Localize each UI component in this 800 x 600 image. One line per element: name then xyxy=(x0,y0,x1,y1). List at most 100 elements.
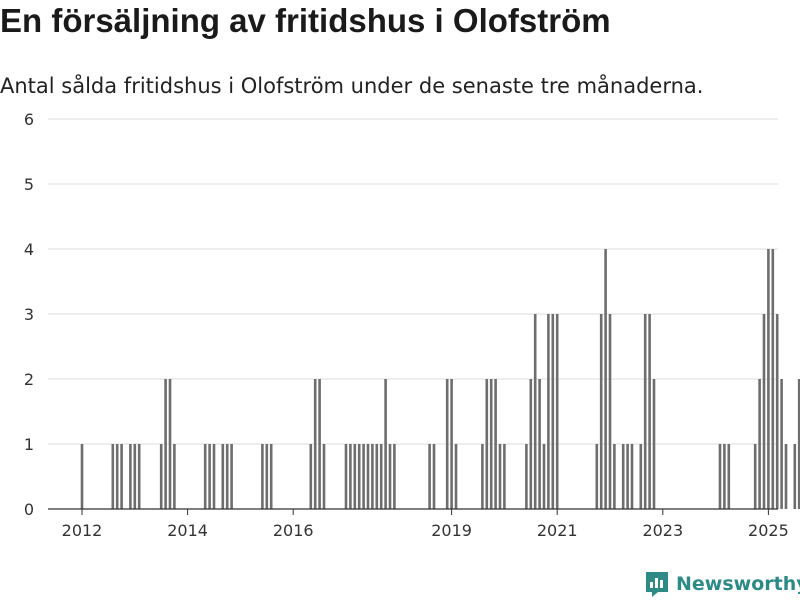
bar xyxy=(445,379,449,509)
bar xyxy=(767,249,770,509)
y-tick-label: 4 xyxy=(24,240,34,259)
bar xyxy=(225,444,229,509)
bar xyxy=(503,444,506,509)
x-tick-label: 2021 xyxy=(537,521,578,540)
bar xyxy=(428,444,431,509)
bar xyxy=(608,314,612,509)
bar xyxy=(230,444,233,509)
brand-name: Newsworthy xyxy=(676,573,800,595)
bar xyxy=(432,444,436,509)
y-tick-label: 0 xyxy=(24,500,34,519)
x-tick-label: 2019 xyxy=(431,521,472,540)
bar xyxy=(498,444,502,509)
bar xyxy=(793,444,797,509)
bar xyxy=(481,444,484,509)
bar xyxy=(551,314,555,509)
bar xyxy=(533,314,537,509)
bar xyxy=(648,314,651,509)
bar xyxy=(357,444,361,509)
bar xyxy=(643,314,647,509)
bar xyxy=(366,444,370,509)
bar xyxy=(454,444,458,509)
bar xyxy=(159,444,163,509)
bar xyxy=(115,444,119,509)
y-tick-label: 1 xyxy=(24,435,34,454)
bar xyxy=(362,444,365,509)
bar xyxy=(221,444,225,509)
bar xyxy=(555,314,559,509)
chart-subtitle: Antal sålda fritidshus i Olofström under… xyxy=(0,74,704,98)
bar xyxy=(595,444,599,509)
x-tick-label: 2025 xyxy=(748,521,789,540)
x-tick-label: 2016 xyxy=(273,521,314,540)
bar xyxy=(393,444,396,509)
bar xyxy=(353,444,357,509)
bar xyxy=(309,444,313,509)
bar xyxy=(494,379,497,509)
bar xyxy=(758,379,761,509)
bar xyxy=(630,444,634,509)
bar xyxy=(349,444,352,509)
bar xyxy=(208,444,211,509)
bar xyxy=(538,379,541,509)
bar xyxy=(621,444,625,509)
bar xyxy=(727,444,731,509)
y-tick-label: 6 xyxy=(24,110,34,129)
bar xyxy=(529,379,533,509)
bar-chart: 0 1 2 3 4 5 6 2012 2014 2016 2019 2021 2023 2025 1 xyxy=(24,110,800,540)
bar xyxy=(384,379,387,509)
bar xyxy=(80,444,84,509)
bar xyxy=(129,444,132,509)
gridlines xyxy=(48,118,778,445)
y-tick-label: 2 xyxy=(24,370,34,389)
bar xyxy=(485,379,489,509)
page-title: En försäljning av fritidshus i Olofström xyxy=(0,2,611,39)
bar xyxy=(212,444,216,509)
bar xyxy=(137,444,141,509)
bar xyxy=(203,444,207,509)
bar xyxy=(547,314,550,509)
bars xyxy=(80,249,800,509)
y-tick-label: 5 xyxy=(24,175,34,194)
bar xyxy=(626,444,629,509)
bar xyxy=(639,444,643,509)
bar xyxy=(604,249,607,509)
bar xyxy=(111,444,115,509)
x-tick-label: 2012 xyxy=(62,521,103,540)
bar xyxy=(599,314,603,509)
bar xyxy=(371,444,374,509)
bar xyxy=(450,379,453,509)
bar xyxy=(775,314,779,509)
bar xyxy=(261,444,264,509)
bar xyxy=(269,444,273,509)
bar xyxy=(780,379,783,509)
bar xyxy=(542,444,546,509)
bar xyxy=(388,444,392,509)
bar xyxy=(762,314,766,509)
bar xyxy=(525,444,528,509)
bar xyxy=(723,444,726,509)
bar xyxy=(120,444,123,509)
bar xyxy=(652,379,656,509)
bar xyxy=(753,444,757,509)
bar xyxy=(771,249,775,509)
bar xyxy=(375,444,379,509)
bar xyxy=(133,444,137,509)
bar xyxy=(613,444,616,509)
x-axis-ticks: 2012 2014 2016 2019 2021 2023 2025 xyxy=(62,509,789,540)
bar xyxy=(784,444,788,509)
brand-logo[interactable]: Newsworthy xyxy=(644,570,800,598)
x-tick-label: 2014 xyxy=(167,521,208,540)
y-tick-label: 3 xyxy=(24,305,34,324)
bar xyxy=(322,444,326,509)
bar xyxy=(718,444,722,509)
bar xyxy=(489,379,493,509)
bar xyxy=(313,379,317,509)
bar xyxy=(168,379,172,509)
x-tick-label: 2023 xyxy=(642,521,683,540)
bar xyxy=(265,444,269,509)
bar xyxy=(318,379,321,509)
newsworthy-logo-icon xyxy=(646,572,668,597)
bar xyxy=(173,444,176,509)
bar xyxy=(164,379,167,509)
